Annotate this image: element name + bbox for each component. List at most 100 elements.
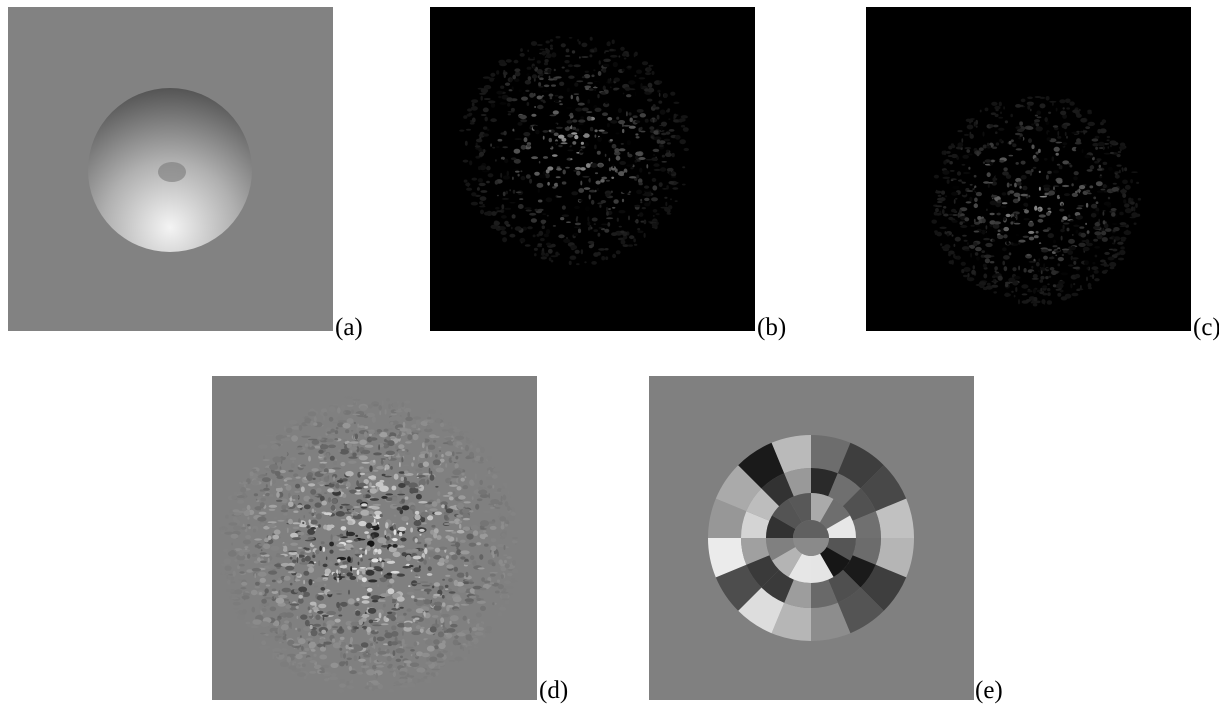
texture xyxy=(311,513,314,517)
texture xyxy=(352,414,360,416)
texture xyxy=(1068,239,1075,244)
texture xyxy=(1131,206,1134,211)
texture xyxy=(279,590,281,595)
texture xyxy=(396,659,402,662)
texture xyxy=(290,457,297,460)
texture xyxy=(620,231,624,234)
texture xyxy=(1049,257,1055,260)
texture xyxy=(625,87,631,91)
texture xyxy=(446,508,453,513)
texture xyxy=(534,253,537,256)
texture xyxy=(354,602,359,606)
texture xyxy=(576,125,583,128)
texture xyxy=(315,549,319,554)
texture xyxy=(327,591,332,594)
texture xyxy=(948,155,953,157)
texture xyxy=(940,243,942,246)
texture xyxy=(239,482,248,485)
texture xyxy=(465,445,469,451)
texture xyxy=(501,488,505,494)
texture xyxy=(349,666,352,671)
texture xyxy=(359,411,364,414)
texture xyxy=(489,78,494,82)
texture xyxy=(555,252,558,256)
texture xyxy=(1023,218,1029,220)
texture xyxy=(1097,190,1104,192)
texture xyxy=(993,208,999,213)
panel-label: (b) xyxy=(757,314,786,341)
texture xyxy=(439,586,444,590)
texture xyxy=(554,100,559,103)
texture xyxy=(286,485,292,491)
texture xyxy=(340,534,344,538)
texture xyxy=(422,615,424,619)
texture xyxy=(960,225,967,228)
texture xyxy=(511,157,517,160)
texture xyxy=(343,653,346,659)
texture xyxy=(512,214,516,218)
texture xyxy=(594,123,597,127)
texture xyxy=(251,626,259,628)
texture xyxy=(518,89,522,92)
texture xyxy=(372,600,378,603)
texture xyxy=(512,171,515,173)
texture xyxy=(308,483,315,486)
texture xyxy=(568,64,573,67)
texture xyxy=(538,209,544,211)
texture xyxy=(400,656,403,659)
texture xyxy=(445,530,454,532)
texture xyxy=(492,466,494,468)
texture xyxy=(391,641,398,645)
texture xyxy=(531,218,537,223)
texture xyxy=(332,499,337,504)
texture xyxy=(553,110,559,114)
texture xyxy=(331,482,336,484)
texture xyxy=(378,600,386,602)
texture xyxy=(1111,208,1117,211)
texture xyxy=(476,456,481,458)
texture xyxy=(411,462,414,466)
texture xyxy=(265,588,269,593)
texture xyxy=(392,497,397,502)
texture xyxy=(470,555,474,560)
texture xyxy=(340,569,350,573)
texture xyxy=(561,142,568,144)
texture xyxy=(253,529,257,533)
texture xyxy=(673,102,679,104)
texture xyxy=(664,139,670,142)
texture xyxy=(990,233,996,238)
texture xyxy=(501,496,503,502)
texture xyxy=(612,254,616,258)
texture xyxy=(1034,119,1040,122)
texture xyxy=(385,522,388,528)
texture xyxy=(358,659,366,662)
texture xyxy=(477,498,483,501)
texture xyxy=(429,583,432,586)
texture xyxy=(358,521,366,526)
texture xyxy=(605,248,609,250)
texture xyxy=(465,580,473,582)
texture xyxy=(523,132,530,136)
texture xyxy=(1030,172,1032,176)
texture xyxy=(684,130,689,132)
texture xyxy=(496,471,500,474)
texture xyxy=(511,227,513,230)
texture xyxy=(501,204,504,209)
texture xyxy=(391,608,400,611)
texture xyxy=(1103,162,1108,165)
texture xyxy=(481,114,487,116)
texture xyxy=(284,620,289,623)
texture xyxy=(505,191,508,195)
texture xyxy=(284,576,291,581)
texture xyxy=(360,558,363,562)
texture xyxy=(648,83,653,88)
texture xyxy=(619,161,626,165)
texture xyxy=(1089,202,1093,204)
texture xyxy=(976,125,978,127)
texture xyxy=(1072,234,1074,236)
texture xyxy=(1062,142,1067,145)
texture xyxy=(366,523,372,529)
texture xyxy=(445,451,452,456)
texture xyxy=(641,221,645,223)
texture xyxy=(260,552,267,555)
